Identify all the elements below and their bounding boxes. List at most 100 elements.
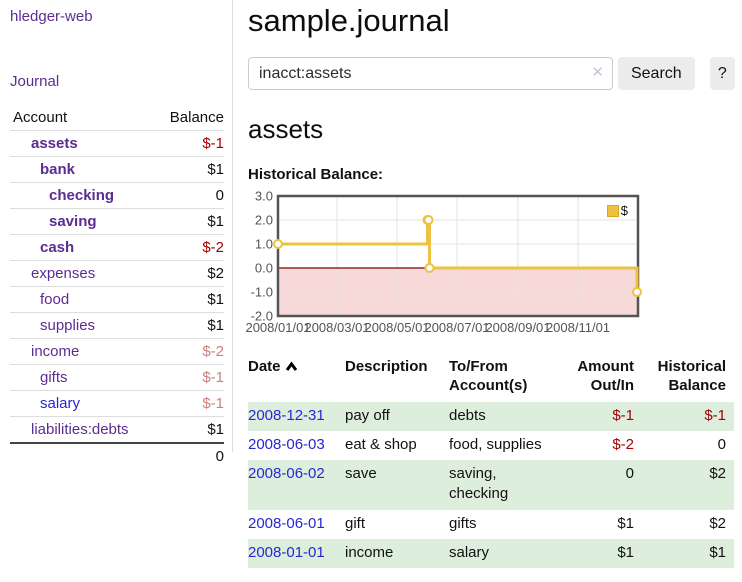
transaction-accounts: saving, checking	[449, 465, 509, 503]
chart-label: Historical Balance:	[248, 166, 384, 183]
account-balance: $2	[207, 265, 224, 282]
register-column-to-from-account-s-: To/From Account(s)	[449, 356, 561, 402]
account-balance: $-1	[202, 135, 224, 152]
chart-plot: 3.0 2.0 1.0 0.0 -1.0 -2.02008/01/012008/03/01…	[245, 189, 642, 335]
account-balance: $1	[207, 213, 224, 230]
brand-link[interactable]: hledger-web	[10, 8, 93, 25]
clear-search-icon[interactable]: ✕	[591, 64, 604, 81]
transaction-date-cell: 2008-06-03	[248, 431, 345, 460]
sidebar-account-link[interactable]: cash	[40, 239, 75, 256]
accounts-header-account: Account	[13, 109, 68, 126]
svg-text:1.0: 1.0	[255, 237, 273, 252]
sidebar-account-link[interactable]: assets	[31, 135, 78, 152]
svg-text:2008/07/01: 2008/07/01	[424, 320, 489, 335]
transaction-date-link[interactable]: 2008-06-01	[248, 514, 325, 532]
sidebar-account-link[interactable]: salary	[40, 395, 81, 412]
svg-text:-2.0: -2.0	[251, 309, 273, 324]
accounts-total-value: 0	[215, 448, 224, 465]
transaction-date-link[interactable]: 2008-06-02	[248, 465, 325, 482]
account-row: checking 0	[10, 182, 224, 209]
register-column-historical-balance: Historical Balance	[642, 356, 734, 402]
transaction-date-link[interactable]: 2008-06-03	[248, 435, 325, 453]
account-balance: $-2	[202, 343, 224, 360]
sidebar-account-link[interactable]: supplies	[40, 317, 96, 334]
svg-text:2008/01/01: 2008/01/01	[245, 320, 310, 335]
account-balance: $1	[207, 421, 224, 438]
accounts-total-row: 0	[10, 443, 224, 469]
main-content: sample.journal ✕ Search ? assets Histori…	[245, 0, 735, 568]
account-row: assets $-1	[10, 130, 224, 157]
transaction-balance: $2	[709, 514, 726, 532]
sidebar-account-link[interactable]: gifts	[40, 369, 68, 386]
transaction-date-cell: 2008-06-01	[248, 510, 345, 539]
chart-legend: $	[604, 202, 630, 219]
register-table: Date Description To/From Account(s) Amount …	[248, 356, 734, 568]
transaction-date-link[interactable]: 2008-12-31	[248, 406, 325, 424]
svg-text:2.0: 2.0	[255, 213, 273, 228]
account-row: food $1	[10, 286, 224, 313]
account-balance: $-2	[202, 239, 224, 256]
sidebar-account-link[interactable]: liabilities:debts	[31, 421, 129, 438]
transaction-balance: $-1	[704, 406, 726, 424]
sidebar-account-link[interactable]: expenses	[31, 265, 96, 282]
transaction-date-cell: 2008-12-31	[248, 402, 345, 431]
transaction-accounts: food, supplies	[449, 435, 542, 453]
accounts-header-balance: Balance	[169, 109, 224, 126]
transaction-amount: $1	[617, 514, 634, 532]
sidebar-account-link[interactable]: food	[40, 291, 70, 308]
account-row: expenses $2	[10, 260, 224, 287]
transaction-row: 2008-06-01 gift gifts $1 $2	[248, 510, 734, 539]
transaction-description: eat & shop	[345, 435, 417, 453]
transaction-date-cell: 2008-06-02	[248, 460, 345, 510]
svg-text:3.0: 3.0	[255, 189, 273, 204]
transaction-amount: $-2	[612, 435, 634, 453]
transaction-row: 2008-06-02 save saving, checking 0 $2	[248, 460, 734, 510]
page-title: sample.journal	[248, 3, 450, 38]
sidebar-account-link[interactable]: income	[31, 343, 80, 360]
sidebar-account-link[interactable]: saving	[49, 213, 97, 230]
transaction-description: save	[345, 465, 377, 482]
transaction-amount: $-1	[612, 406, 634, 424]
register-column-date[interactable]: Date	[248, 356, 345, 402]
account-balance: 0	[215, 187, 224, 204]
account-title: assets	[248, 114, 324, 144]
search-input[interactable]	[248, 57, 613, 90]
transaction-balance: $1	[709, 543, 726, 561]
sort-ascending-icon	[285, 361, 297, 371]
account-row: liabilities:debts $1	[10, 416, 224, 444]
register-column-description: Description	[345, 356, 449, 402]
account-balance: $1	[207, 161, 224, 178]
account-balance: $-1	[202, 369, 224, 386]
column-label: Date	[248, 358, 281, 375]
transaction-description: income	[345, 543, 394, 561]
historical-balance-chart: 3.0 2.0 1.0 0.0 -1.0 -2.0 2008/01/01 2008/03/01…	[245, 189, 642, 338]
sidebar-account-link[interactable]: bank	[40, 161, 76, 178]
series-swatch	[606, 204, 619, 217]
transaction-description: gift	[345, 514, 366, 532]
sidebar: hledger-web Journal Account Balance asse…	[0, 0, 233, 465]
transaction-row: 2008-01-01 income salary $1 $1	[248, 538, 734, 568]
transaction-row: 2008-06-03 eat & shop food, supplies $-2 0	[248, 431, 734, 460]
register-column-amount-out-in: Amount Out/In	[561, 356, 642, 402]
accounts-table: Account Balance assets $-1 bank $1 checking 0…	[10, 105, 224, 469]
column-label: To/From Account(s)	[449, 358, 528, 394]
transaction-date-cell: 2008-01-01	[248, 539, 345, 568]
account-row: supplies $1	[10, 312, 224, 339]
column-label: Description	[345, 358, 428, 375]
sidebar-item-journal[interactable]: Journal	[10, 73, 60, 90]
transaction-accounts: debts	[449, 406, 486, 424]
search-form: ✕ Search ?	[248, 57, 735, 90]
search-button[interactable]: Search	[618, 57, 695, 90]
transaction-description: pay off	[345, 406, 390, 424]
column-label: Amount Out/In	[577, 358, 634, 394]
sidebar-account-link[interactable]: checking	[49, 187, 115, 204]
transaction-row: 2008-12-31 pay off debts $-1 $-1	[248, 401, 734, 431]
svg-text:2008/03/01: 2008/03/01	[304, 320, 369, 335]
transaction-date-link[interactable]: 2008-01-01	[248, 543, 325, 561]
help-button[interactable]: ?	[709, 57, 735, 90]
svg-text:2008/11/01: 2008/11/01	[546, 320, 610, 335]
account-row: salary $-1	[10, 390, 224, 417]
transaction-accounts: salary	[449, 543, 490, 561]
transaction-accounts: gifts	[449, 514, 477, 532]
account-balance: $1	[207, 317, 224, 334]
